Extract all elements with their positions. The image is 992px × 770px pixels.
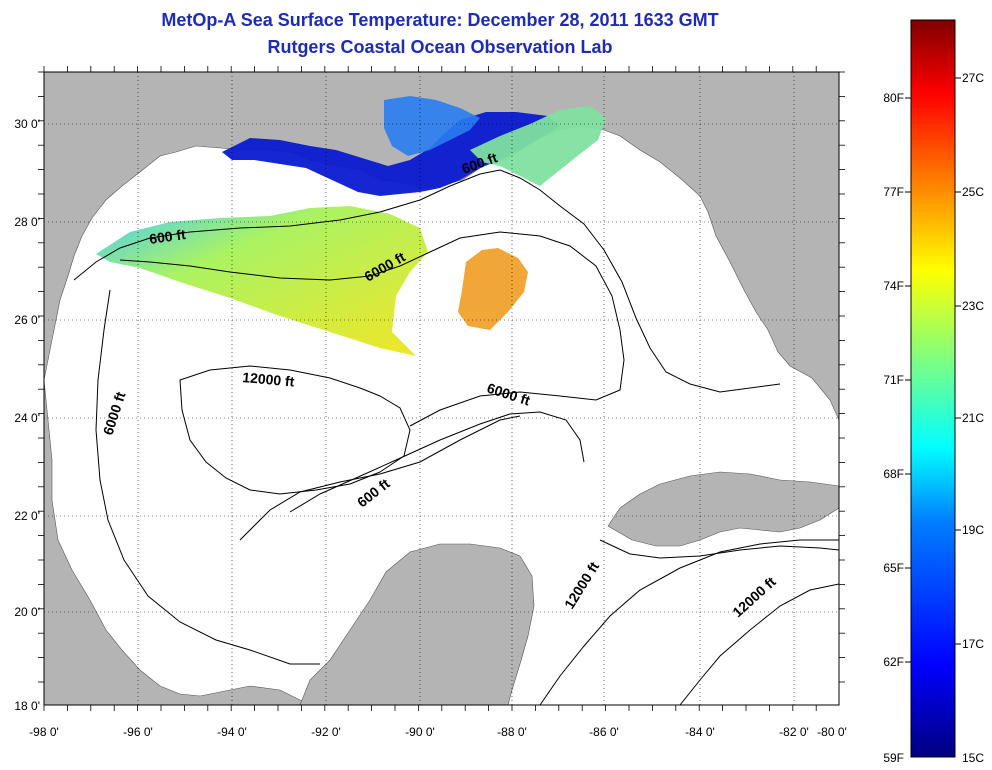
colorbar-f-label: 62F: [883, 655, 904, 669]
land-yucatan: [299, 543, 535, 705]
colorbar-labels-c: 27C 25C 23C 21C 19C 17C 15C: [962, 71, 984, 765]
sst-swath-warm-eddy: [458, 248, 528, 330]
sst-swath-panhandle: [470, 106, 606, 186]
colorbar-c-label: 19C: [962, 523, 984, 537]
colorbar-f-label: 68F: [883, 467, 904, 481]
lon-label: -94 0': [217, 725, 247, 739]
lon-label: -82 0': [779, 725, 809, 739]
colorbar-c-label: 27C: [962, 71, 984, 85]
colorbar: [910, 19, 956, 758]
contour-6000ft-north: [119, 231, 625, 427]
sst-swath-mississippi-plume: [384, 96, 480, 156]
map-canvas: 600 ft 600 ft 6000 ft 12000 ft 6000 ft 6…: [44, 72, 839, 705]
lat-label: 22 0': [14, 509, 40, 523]
map-title: MetOp-A Sea Surface Temperature: Decembe…: [161, 10, 719, 30]
colorbar-f-label: 74F: [883, 279, 904, 293]
colorbar-c-label: 15C: [962, 751, 984, 765]
graticule: [44, 72, 839, 705]
lon-label: -98 0': [29, 725, 59, 739]
colorbar-labels-f: 80F 77F 74F 71F 68F 65F 62F 59F: [883, 91, 904, 765]
lon-label: -86 0': [589, 725, 619, 739]
contour-label: 12000 ft: [242, 369, 296, 390]
lat-label: 28 0': [14, 215, 40, 229]
sst-swath-louisiana-cold: [222, 112, 560, 196]
colorbar-f-label: 65F: [883, 561, 904, 575]
colorbar-c-label: 25C: [962, 185, 984, 199]
land-cuba: [607, 471, 839, 547]
lat-label: 24 0': [14, 411, 40, 425]
contour-600ft-north: [73, 169, 781, 393]
lat-labels: 30 0' 28 0' 26 0' 24 0' 22 0' 20 0' 18 0…: [14, 117, 40, 713]
colorbar-f-label: 71F: [883, 373, 904, 387]
sst-swath-texas-shelf: [96, 206, 428, 356]
contour-label: 600 ft: [148, 226, 187, 247]
lon-label: -80 0': [817, 725, 847, 739]
contour-6000ft-outer: [95, 289, 320, 665]
colorbar-f-label: 59F: [883, 751, 904, 765]
contour-6000ft-yucatan: [239, 415, 521, 541]
lon-label: -88 0': [497, 725, 527, 739]
lat-label: 30 0': [14, 117, 40, 131]
lon-label: -90 0': [405, 725, 435, 739]
contour-12000ft-caribbean: [539, 539, 839, 705]
contour-600ft-yucatan: [289, 411, 585, 513]
lat-label: 20 0': [14, 605, 40, 619]
lat-label: 26 0': [14, 313, 40, 327]
axis-ticks: [38, 66, 845, 711]
colorbar-c-label: 17C: [962, 637, 984, 651]
contour-12000ft-inner: [179, 365, 411, 495]
lon-label: -84 0': [685, 725, 715, 739]
lon-label: -96 0': [123, 725, 153, 739]
colorbar-f-label: 77F: [883, 185, 904, 199]
colorbar-c-label: 21C: [962, 411, 984, 425]
colorbar-ticks: [905, 77, 961, 663]
bathymetry-contours: [73, 169, 839, 705]
colorbar-f-label: 80F: [883, 91, 904, 105]
contour-12000ft-caribbean-2: [679, 583, 839, 705]
lon-label: -92 0': [311, 725, 341, 739]
lon-labels: -98 0' -96 0' -94 0' -92 0' -90 0' -88 0…: [29, 725, 847, 739]
contour-600ft-cuba-shelf: [599, 539, 839, 559]
sst-swaths: [96, 96, 606, 356]
colorbar-c-label: 23C: [962, 299, 984, 313]
map-subtitle: Rutgers Coastal Ocean Observation Lab: [267, 37, 613, 57]
lat-label: 18 0': [14, 699, 40, 713]
land-mexico-west: [44, 379, 321, 705]
